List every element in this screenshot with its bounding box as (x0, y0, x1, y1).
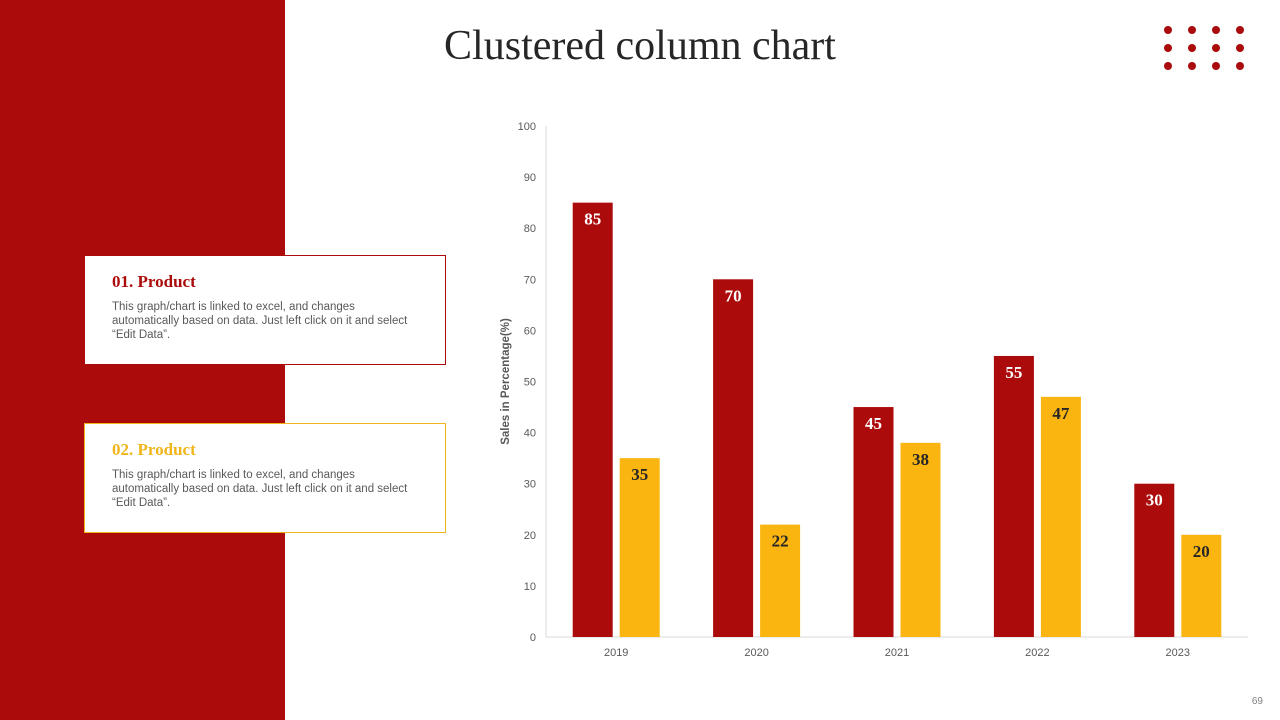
dot (1212, 62, 1220, 70)
product-card-2-title: 02. Product (112, 440, 196, 459)
data-label: 55 (1005, 363, 1022, 382)
product-card-1[interactable]: 01. Product This graph/chart is linked t… (84, 255, 446, 365)
y-tick-label: 10 (524, 581, 536, 593)
y-tick-label: 0 (530, 632, 536, 644)
dot (1188, 62, 1196, 70)
data-label: 85 (584, 210, 601, 229)
data-label: 20 (1193, 542, 1210, 561)
y-tick-label: 40 (524, 428, 536, 440)
y-axis-title: Sales in Percentage(%) (500, 318, 512, 445)
y-tick-label: 20 (524, 530, 536, 542)
clustered-column-chart: 0 10 20 30 40 50 60 70 80 90 100 Sales in Percentag… (500, 121, 1248, 659)
data-label: 22 (772, 532, 789, 551)
dot (1164, 62, 1172, 70)
data-label: 70 (725, 286, 742, 305)
bar-2022-series-2 (1040, 396, 1081, 637)
bar-2020-series-1 (713, 279, 754, 637)
y-tick-label: 30 (524, 479, 536, 491)
dot (1164, 44, 1172, 52)
product-card-2[interactable]: 02. Product This graph/chart is linked t… (84, 423, 446, 533)
bar-2019-series-1 (572, 202, 613, 637)
x-tick-label: 2023 (1166, 647, 1190, 659)
bar-2020-series-2 (760, 524, 801, 637)
dot (1188, 26, 1196, 34)
y-tick-label: 60 (524, 325, 536, 337)
dot (1164, 26, 1172, 34)
product-card-2-body: This graph/chart is linked to excel, and… (112, 469, 408, 509)
dot (1236, 62, 1244, 70)
dot (1212, 26, 1220, 34)
y-tick-label: 100 (518, 121, 536, 133)
x-tick-label: 2022 (1025, 647, 1049, 659)
x-tick-label: 2021 (885, 647, 909, 659)
bar-2019-series-2 (619, 458, 660, 637)
y-tick-label: 80 (524, 223, 536, 235)
bar-2022-series-1 (993, 355, 1034, 637)
dot (1236, 44, 1244, 52)
data-label: 38 (912, 450, 929, 469)
bar-2021-series-1 (853, 407, 894, 637)
y-tick-label: 90 (524, 172, 536, 184)
dot (1188, 44, 1196, 52)
page-number: 69 (1251, 696, 1263, 707)
bar-2023-series-1 (1134, 483, 1175, 637)
data-label: 35 (631, 465, 648, 484)
slide-title: Clustered column chart (444, 23, 836, 69)
product-card-1-title: 01. Product (112, 272, 196, 291)
data-label: 45 (865, 414, 882, 433)
dot (1236, 26, 1244, 34)
x-tick-label: 2019 (604, 647, 628, 659)
y-tick-label: 70 (524, 274, 536, 286)
data-label: 30 (1146, 491, 1163, 510)
data-label: 47 (1052, 404, 1070, 423)
y-tick-label: 50 (524, 377, 536, 389)
dot (1212, 44, 1220, 52)
x-tick-label: 2020 (744, 647, 768, 659)
bar-2023-series-2 (1181, 534, 1222, 637)
product-card-1-body: This graph/chart is linked to excel, and… (112, 301, 408, 341)
dot-grid-decoration (1164, 26, 1252, 70)
bar-2021-series-2 (900, 442, 941, 637)
